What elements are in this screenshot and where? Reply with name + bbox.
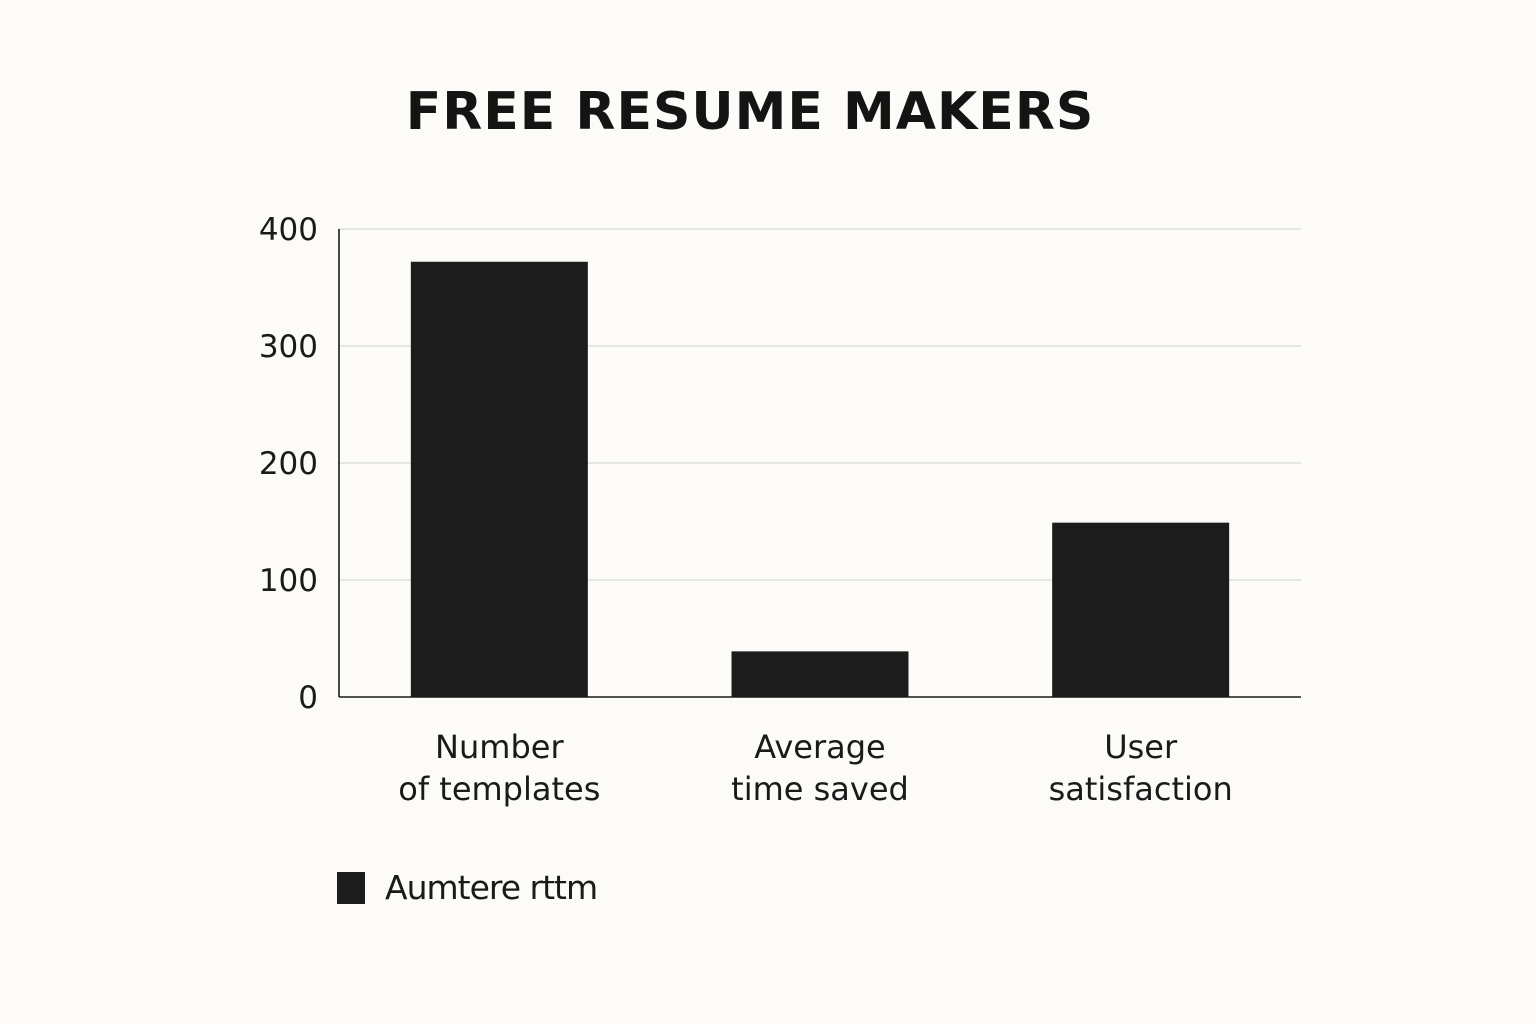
y-tick-label-400: 400 [259,212,318,248]
y-tick-label-100: 100 [259,563,318,599]
x-category-label-line: satisfaction [1049,770,1233,808]
legend: Aumtere rttm [337,868,598,907]
legend-label: Aumtere rttm [385,868,598,907]
bar-1 [731,651,909,697]
y-tick-label-0: 0 [298,680,318,716]
bar-0 [410,261,588,697]
x-category-label-line: time saved [731,770,909,808]
y-tick-label-200: 200 [259,446,318,482]
bar-2 [1052,522,1230,697]
x-category-label-line: of templates [398,770,600,808]
axes [338,229,1301,698]
chart-title: FREE RESUME MAKERS [405,82,1095,142]
x-category-label-1: Average time saved [731,728,909,808]
bars [410,261,1230,697]
legend-swatch [337,871,365,904]
y-tick-labels: 0 100 200 300 400 [259,212,318,716]
x-category-label-2: User satisfaction [1049,728,1233,808]
x-category-label-line: Average [754,728,885,766]
y-tick-label-300: 300 [259,329,318,365]
x-category-label-line: User [1104,728,1178,766]
x-category-label-line: Number [435,728,564,766]
x-category-label-0: Number of templates [398,728,600,808]
x-category-labels: Number of templates Average time saved User s… [398,728,1232,808]
